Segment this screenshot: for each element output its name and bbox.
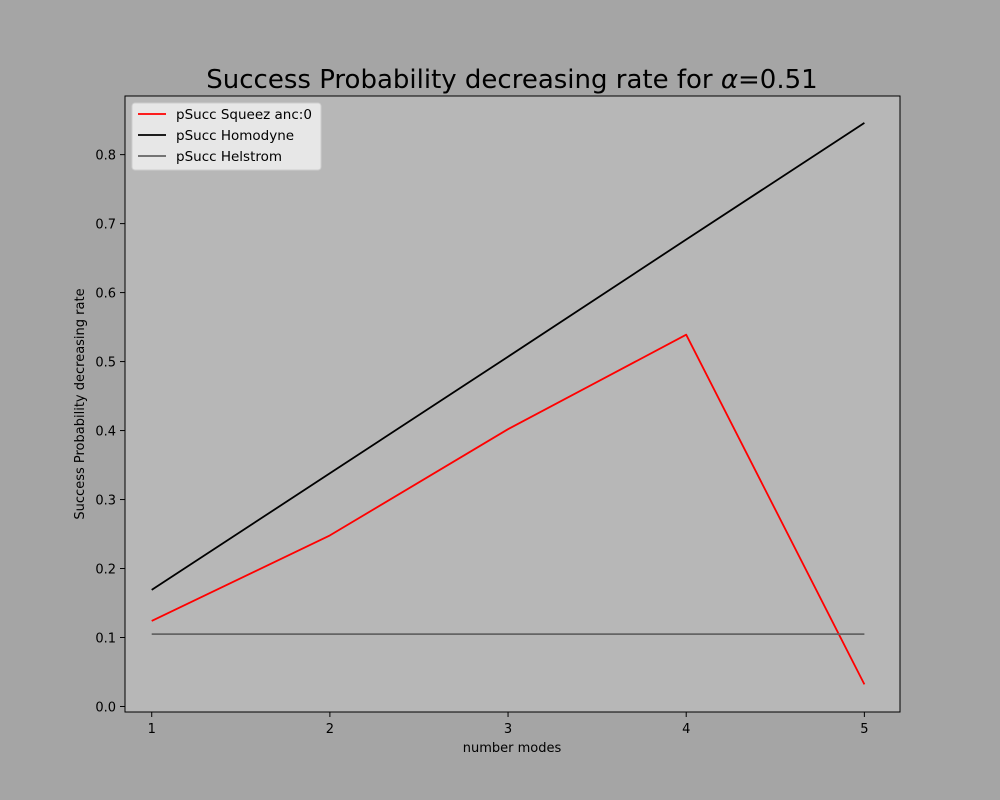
x-tick-label: 2 bbox=[326, 722, 334, 737]
legend-label-1: pSucc Squeez anc:0 bbox=[176, 107, 312, 123]
y-tick-label: 0.5 bbox=[95, 356, 116, 371]
x-tick-label: 5 bbox=[860, 722, 868, 737]
y-tick-label: 0.6 bbox=[95, 287, 116, 302]
x-tick-label: 1 bbox=[148, 722, 156, 737]
x-axis-ticks: 1 2 3 4 5 bbox=[148, 712, 869, 737]
legend-entries: pSucc Squeez anc:0 pSucc Homodyne pSucc He… bbox=[138, 107, 312, 165]
legend: pSucc Squeez anc:0 pSucc Homodyne pSucc He… bbox=[131, 102, 322, 171]
y-tick-label: 0.0 bbox=[95, 700, 116, 715]
legend-box bbox=[131, 102, 322, 171]
series-layer bbox=[151, 122, 866, 685]
series-line-2 bbox=[151, 122, 865, 591]
plot-area bbox=[125, 96, 900, 712]
x-tick-label: 3 bbox=[504, 722, 512, 737]
y-tick-label: 0.1 bbox=[95, 632, 116, 647]
y-tick-label: 0.3 bbox=[95, 494, 116, 509]
plot-frame bbox=[124, 95, 901, 713]
y-axis-label: Success Probability decreasing rate bbox=[73, 288, 88, 519]
x-axis-label: number modes bbox=[463, 741, 562, 756]
y-tick-label: 0.8 bbox=[95, 149, 116, 164]
y-axis-ticks: 0.0 0.1 0.2 0.3 0.4 0.5 0.6 0.7 0.8 bbox=[95, 149, 125, 715]
legend-label-3: pSucc Helstrom bbox=[176, 149, 282, 165]
y-tick-label: 0.2 bbox=[95, 563, 116, 578]
chart-title: Success Probability decreasing rate for … bbox=[206, 65, 817, 95]
x-tick-label: 4 bbox=[682, 722, 690, 737]
series-line-1 bbox=[151, 333, 866, 685]
y-tick-label: 0.7 bbox=[95, 218, 116, 233]
y-tick-label: 0.4 bbox=[95, 425, 116, 440]
legend-label-2: pSucc Homodyne bbox=[176, 128, 294, 144]
